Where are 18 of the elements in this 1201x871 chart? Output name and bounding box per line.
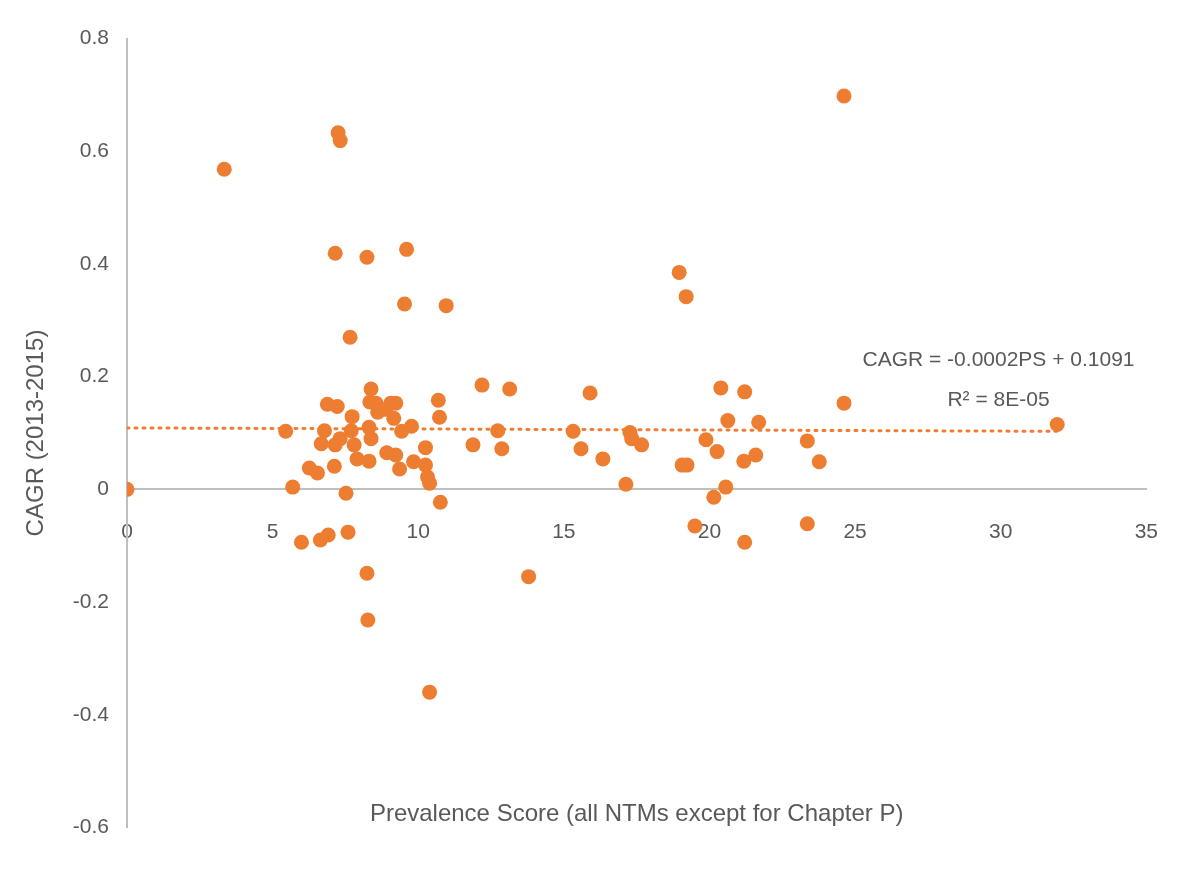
y-tick-label: 0.6 — [79, 138, 109, 162]
x-tick-label: 35 — [1134, 518, 1158, 542]
y-tick-label: 0.8 — [79, 25, 109, 49]
y-tick-label: -0.4 — [72, 701, 110, 725]
x-tick-label: 15 — [552, 518, 576, 542]
y-axis-title: CAGR (2013-2015) — [21, 329, 49, 537]
x-axis-title: Prevalence Score (all NTMs except for Chapter P) — [369, 798, 904, 826]
y-tick-label: -0.2 — [72, 588, 109, 612]
x-tick-label: 30 — [989, 518, 1013, 542]
x-tick-label: 10 — [406, 518, 430, 542]
x-tick-label: 5 — [266, 518, 279, 542]
x-tick-label: 25 — [843, 518, 867, 542]
y-tick-label: -0.6 — [72, 814, 109, 838]
annotation: CAGR = -0.0002PS + 0.1091 — [862, 347, 1135, 371]
y-tick-label: 0 — [97, 476, 109, 500]
annotation: R² = 8E-05 — [947, 387, 1050, 411]
y-tick-label: 0.2 — [79, 363, 109, 387]
y-tick-label: 0.4 — [79, 250, 110, 274]
